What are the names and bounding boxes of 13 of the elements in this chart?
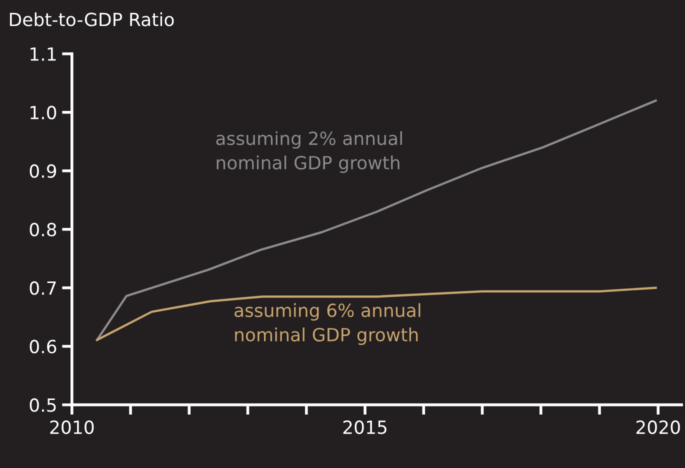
x-tick-label: 2010 — [50, 420, 94, 434]
x-tick-label: 2020 — [636, 420, 680, 434]
y-tick-label: 1.1 — [30, 48, 56, 61]
y-tick-label: 0.9 — [30, 164, 56, 178]
y-tick-label: 0.8 — [30, 222, 56, 236]
y-tick-label: 0.7 — [30, 281, 56, 295]
annotation: assuming 2% annual nominal GDP growth — [216, 131, 402, 174]
y-tick-label: 0.5 — [30, 398, 56, 412]
annotation: assuming 6% annual nominal GDP growth — [234, 303, 420, 345]
x-tick-label: 2015 — [343, 420, 386, 434]
y-tick-label: 0.6 — [30, 340, 56, 354]
chart-title: Debt-to-GDP Ratio — [10, 12, 174, 26]
y-tick-label: 1.0 — [30, 106, 56, 120]
